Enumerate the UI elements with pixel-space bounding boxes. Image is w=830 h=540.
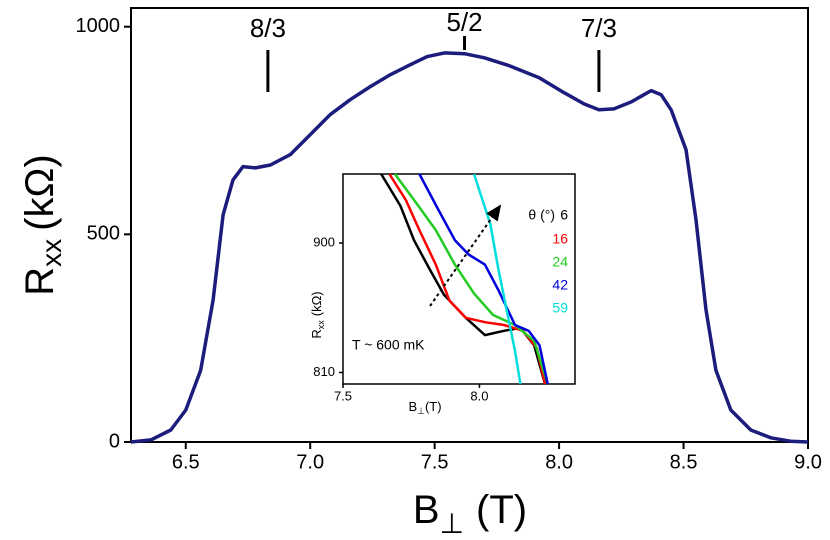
data-line	[130, 51, 809, 444]
legend-entry: 6	[560, 207, 568, 223]
legend-entry: 59	[552, 300, 568, 316]
inset-y-sub: xx	[316, 320, 326, 330]
data-line	[418, 173, 549, 385]
x-tick-label: 8.5	[670, 451, 698, 473]
y-tick-label: 500	[87, 223, 120, 245]
x-tick-label: 7.0	[296, 451, 324, 473]
y-axis-label: Rxx (kΩ)	[18, 154, 68, 295]
data-line	[393, 173, 549, 385]
legend-entry: 42	[552, 277, 568, 293]
y-label-unit: (kΩ)	[18, 154, 62, 231]
annotation-label: 8/3	[250, 13, 286, 43]
y-tick-label: 0	[109, 430, 120, 452]
legend-title: θ (°)	[528, 207, 555, 223]
annotation-label: 5/2	[446, 7, 482, 37]
x-tick-label: 6.5	[172, 451, 200, 473]
x-tick-label: 9.0	[794, 451, 822, 473]
y-tick-label: 810	[313, 364, 335, 379]
y-tick-label: 1000	[76, 15, 121, 37]
y-tick-label: 900	[313, 234, 335, 249]
x-tick-label: 7.5	[334, 389, 352, 404]
x-tick-label: 8.0	[470, 389, 488, 404]
x-label-unit: (T)	[476, 488, 527, 532]
inset-x-unit: (T)	[425, 399, 442, 414]
inset-annotation: T ~ 600 mK	[352, 337, 425, 353]
legend-entry: 16	[552, 231, 568, 247]
x-tick-label: 7.5	[421, 451, 449, 473]
y-label-main: R	[18, 267, 62, 296]
annotation-label: 7/3	[581, 13, 617, 43]
angle-arrow	[429, 204, 502, 307]
inset-y-label: Rxx (kΩ)	[309, 291, 326, 338]
x-label-main: B	[413, 488, 440, 532]
inset-x-sub: ⊥	[417, 406, 425, 416]
inset-y-main: R	[309, 329, 324, 338]
x-label-sub: ⊥	[440, 508, 464, 539]
legend-entry: 24	[552, 254, 568, 270]
x-axis-label: B⊥ (T)	[413, 488, 527, 540]
inset-x-label: B⊥(T)	[408, 399, 441, 416]
inset-x-main: B	[408, 399, 417, 414]
y-label-sub: xx	[36, 239, 67, 267]
inset-y-unit: (kΩ)	[309, 291, 324, 316]
x-tick-label: 8.0	[545, 451, 573, 473]
